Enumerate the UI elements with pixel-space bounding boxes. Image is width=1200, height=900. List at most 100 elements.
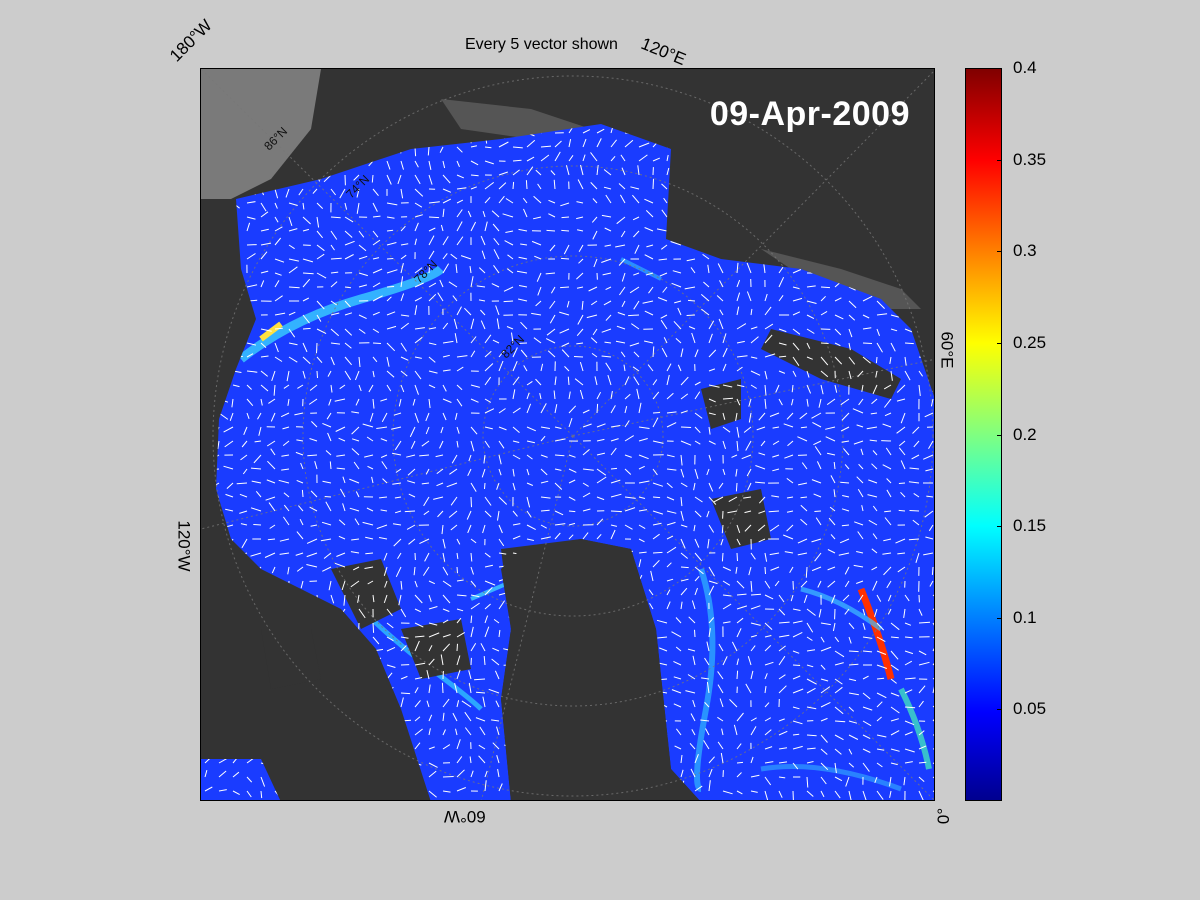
drift-vector — [330, 244, 335, 251]
drift-vector — [470, 276, 474, 288]
drift-vector — [492, 647, 500, 652]
drift-vector — [750, 790, 758, 793]
drift-vector — [269, 524, 276, 529]
drift-vector — [355, 491, 360, 498]
drift-vector — [316, 272, 327, 279]
drift-vector — [852, 408, 864, 414]
drift-vector — [310, 524, 318, 527]
drift-vector — [270, 448, 276, 456]
drift-vector — [722, 397, 734, 400]
drift-vector — [610, 479, 621, 484]
drift-vector — [848, 356, 856, 365]
drift-vector — [652, 379, 658, 386]
drift-vector — [325, 450, 332, 456]
drift-vector — [493, 265, 500, 274]
drift-vector — [736, 306, 740, 316]
drift-vector — [889, 776, 892, 787]
drift-vector — [862, 650, 873, 653]
drift-vector — [638, 402, 642, 414]
drift-vector — [498, 629, 501, 638]
drift-vector — [264, 552, 276, 558]
drift-vector — [820, 664, 826, 670]
drift-vector — [442, 566, 449, 576]
drift-vector — [797, 436, 808, 442]
drift-vector — [876, 762, 883, 768]
drift-vector — [827, 549, 836, 554]
drift-vector — [334, 398, 346, 402]
drift-vector — [666, 589, 671, 596]
drift-vector — [758, 452, 766, 456]
drift-vector — [918, 776, 925, 782]
drift-vector — [386, 216, 395, 219]
drift-vector — [506, 326, 514, 330]
drift-vector — [400, 243, 409, 246]
drift-vector — [834, 734, 844, 741]
drift-vector — [297, 384, 304, 389]
drift-vector — [582, 138, 587, 148]
drift-vector — [484, 350, 492, 358]
drift-vector — [736, 366, 743, 372]
drift-vector — [536, 272, 542, 282]
drift-vector — [750, 308, 753, 316]
drift-vector — [918, 661, 930, 666]
drift-vector — [442, 634, 451, 638]
drift-vector — [638, 154, 648, 162]
drift-vector — [266, 440, 276, 447]
drift-vector — [900, 412, 906, 424]
drift-vector — [833, 461, 836, 470]
drift-vector — [750, 717, 757, 722]
drift-vector — [351, 538, 360, 541]
drift-vector — [512, 146, 523, 149]
drift-vector — [748, 566, 752, 576]
drift-vector — [605, 194, 612, 204]
drift-vector — [896, 384, 906, 393]
drift-vector — [932, 682, 934, 694]
drift-vector — [470, 398, 479, 403]
drift-vector — [890, 370, 893, 381]
drift-vector — [867, 494, 878, 498]
drift-vector — [456, 174, 464, 179]
drift-vector — [295, 552, 304, 556]
drift-vector — [843, 448, 850, 456]
drift-vector — [801, 462, 808, 470]
drift-vector — [624, 524, 633, 530]
drift-vector — [750, 593, 762, 596]
drift-vector — [866, 426, 878, 430]
drift-vector — [393, 412, 402, 416]
drift-vector — [531, 240, 542, 246]
drift-vector — [467, 210, 472, 218]
drift-vector — [728, 496, 738, 503]
drift-vector — [366, 436, 374, 442]
drift-vector — [844, 608, 850, 615]
colorbar-tick-label: 0.35 — [1013, 149, 1047, 169]
drift-vector — [708, 585, 715, 596]
drift-vector — [840, 426, 850, 432]
drift-vector — [586, 314, 598, 319]
franz-josef-land — [701, 379, 741, 429]
drift-vector — [260, 202, 267, 212]
drift-vector — [577, 179, 584, 190]
drift-vector — [561, 342, 570, 347]
drift-vector — [778, 594, 785, 603]
drift-vector — [435, 454, 444, 458]
drift-vector — [797, 482, 808, 486]
drift-vector — [287, 566, 290, 575]
drift-vector — [469, 756, 472, 764]
drift-vector — [628, 314, 640, 317]
drift-vector — [693, 482, 696, 491]
drift-vector — [890, 748, 900, 752]
drift-vector — [918, 730, 925, 736]
drift-vector — [386, 356, 390, 367]
drift-vector — [797, 538, 808, 544]
drift-vector — [325, 501, 332, 512]
drift-vector — [351, 448, 360, 456]
drift-vector — [673, 676, 682, 680]
drift-vector — [414, 327, 425, 330]
drift-vector — [246, 384, 252, 390]
drift-vector — [225, 493, 234, 498]
drift-vector — [594, 376, 598, 386]
drift-vector — [844, 566, 850, 575]
drift-vector — [638, 559, 642, 568]
drift-vector — [580, 164, 584, 176]
drift-vector — [772, 440, 780, 446]
